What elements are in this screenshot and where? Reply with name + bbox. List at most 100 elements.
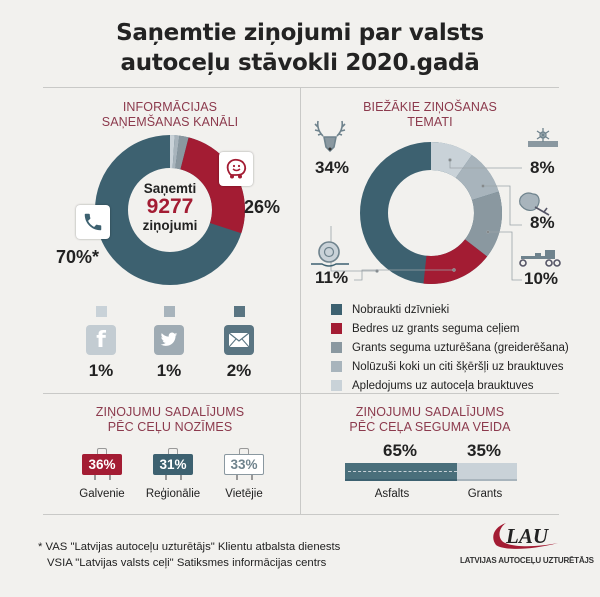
segment-grading	[360, 142, 502, 284]
suitcase-leg	[94, 475, 96, 480]
footnote-line-2: VSIA "Latvijas valsts ceļi" Satiksmes in…	[47, 557, 327, 569]
suitcase-leg	[165, 475, 167, 480]
waze-icon-box	[219, 152, 253, 186]
title-line-1: Saņemtie ziņojumi par valsts	[116, 20, 484, 46]
topics-heading: BIEŽĀKIE ZIŅOŠANAS TEMATI	[330, 100, 530, 130]
main-roads-label: Galvenie	[79, 488, 125, 500]
legend-item: Grants seguma uzturēšana (greiderēšana)	[331, 338, 569, 357]
center-bottom-text: ziņojumi	[142, 218, 198, 233]
facebook-icon: f	[86, 325, 116, 355]
gravel-percentage: 35%	[467, 441, 502, 460]
topics-donut-chart	[330, 142, 522, 284]
suitcase-handle	[97, 448, 107, 455]
email-icon	[224, 325, 254, 355]
legend-label: Grants seguma uzturēšana (greiderēšana)	[352, 341, 569, 354]
social-facebook: f 1%	[86, 306, 116, 381]
regional-roads-value: 31%	[153, 454, 193, 475]
waze-icon	[226, 158, 247, 179]
social-email: 2%	[224, 306, 254, 381]
wheel-pothole-icon	[311, 241, 349, 267]
asphalt-bar-segment	[345, 463, 457, 481]
divider-top	[43, 87, 559, 88]
gravel-bar-segment	[456, 463, 517, 481]
facebook-legend-swatch	[95, 306, 107, 317]
road-dash-line	[348, 471, 457, 472]
legend-swatch	[331, 361, 342, 372]
ice-percentage: 8%	[530, 158, 555, 177]
twitter-percentage: 1%	[156, 361, 182, 380]
animals-percentage: 34%	[315, 158, 350, 177]
suitcase-leg	[251, 475, 253, 480]
asphalt-percentage: 65%	[383, 441, 418, 460]
phone-icon	[84, 213, 102, 231]
lau-logo-text: LAU	[506, 524, 548, 548]
legend-label: Nolūzuši koki un citi šķēršļi uz brauktu…	[352, 360, 564, 373]
email-percentage: 2%	[226, 361, 252, 380]
surface-heading-line-2: PĒC CEĻA SEGUMA VEIDA	[349, 420, 511, 434]
email-legend-swatch	[233, 306, 245, 317]
suitcase-leg	[109, 475, 111, 480]
page-title: Saņemtie ziņojumi par valsts autoceļu st…	[0, 18, 600, 78]
legend-label: Apledojums uz autoceļa brauktuves	[352, 379, 534, 392]
legend-item: Nobraukti dzīvnieki	[331, 300, 569, 319]
legend-swatch	[331, 342, 342, 353]
road-importance-heading-line-2: PĒC CEĻU NOZĪMES	[107, 420, 233, 434]
segment-ice	[360, 142, 502, 284]
surface-stacked-bar	[345, 463, 517, 481]
surface-heading: ZIŅOJUMU SADALĪJUMS PĒC CEĻA SEGUMA VEID…	[330, 405, 530, 435]
center-number: 9277	[146, 195, 194, 218]
legend-label: Bedres uz grants seguma ceļiem	[352, 322, 520, 335]
suitcase-local-roads: 33%	[224, 448, 264, 480]
legend-swatch	[331, 323, 342, 334]
legend-swatch	[331, 304, 342, 315]
legend-item: Apledojums uz autoceļa brauktuves	[331, 376, 569, 395]
facebook-percentage: 1%	[88, 361, 114, 380]
channels-center-label: Saņemti 9277 ziņojumi	[130, 181, 210, 233]
divider-vertical	[300, 87, 301, 514]
asphalt-label: Asfalts	[374, 488, 410, 500]
local-roads-value: 33%	[224, 454, 264, 475]
suitcase-main-roads: 36%	[82, 448, 122, 480]
waze-percentage: 26%	[244, 197, 281, 217]
main-roads-value: 36%	[82, 454, 122, 475]
legend-swatch	[331, 380, 342, 391]
suitcase-handle	[239, 448, 249, 455]
suitcase-regional-roads: 31%	[153, 448, 193, 480]
surface-heading-line-1: ZIŅOJUMU SADALĪJUMS	[355, 405, 505, 419]
potholes-percentage: 11%	[315, 268, 349, 287]
regional-roads-label: Reģionālie	[145, 488, 201, 500]
topics-heading-line-2: TEMATI	[407, 115, 453, 129]
phone-icon-box	[76, 205, 110, 239]
lau-logo-swoosh-icon	[493, 523, 558, 549]
footnote-line-1: * VAS "Latvijas autoceļu uzturētājs" Kli…	[38, 541, 341, 553]
channels-donut-chart	[95, 135, 245, 285]
road-importance-heading-line-1: ZIŅOJUMU SADALĪJUMS	[95, 405, 245, 419]
suitcase-leg	[236, 475, 238, 480]
title-line-2: autoceļu stāvokli 2020.gadā	[120, 50, 480, 76]
topics-legend: Nobraukti dzīvnieki Bedres uz grants seg…	[331, 300, 569, 395]
divider-bottom	[43, 514, 559, 515]
channels-heading-line-2: SAŅEMŠANAS KANĀLI	[101, 115, 239, 129]
channels-heading: INFORMĀCIJAS SAŅEMŠANAS KANĀLI	[70, 100, 270, 130]
suitcase-handle	[168, 448, 178, 455]
phone-percentage: 70%*	[56, 247, 100, 267]
local-roads-label: Vietējie	[225, 488, 263, 500]
legend-item: Nolūzuši koki un citi šķēršļi uz brauktu…	[331, 357, 569, 376]
grader-icon	[519, 250, 561, 267]
social-twitter: 1%	[154, 306, 184, 381]
fallen-tree-icon	[519, 192, 550, 216]
suitcase-leg	[180, 475, 182, 480]
segment-waze	[95, 135, 245, 285]
twitter-legend-swatch	[163, 306, 175, 317]
snowflake-icon	[528, 128, 558, 147]
road-importance-heading: ZIŅOJUMU SADALĪJUMS PĒC CEĻU NOZĪMES	[70, 405, 270, 435]
divider-middle	[43, 393, 559, 394]
legend-item: Bedres uz grants seguma ceļiem	[331, 319, 569, 338]
trees-percentage: 8%	[530, 213, 555, 232]
topics-heading-line-1: BIEŽĀKIE ZIŅOŠANAS	[363, 100, 497, 114]
legend-label: Nobraukti dzīvnieki	[352, 303, 450, 316]
channels-heading-line-1: INFORMĀCIJAS	[122, 100, 218, 114]
segment-facebook	[95, 135, 245, 285]
twitter-icon	[154, 325, 184, 355]
grading-percentage: 10%	[524, 269, 559, 288]
